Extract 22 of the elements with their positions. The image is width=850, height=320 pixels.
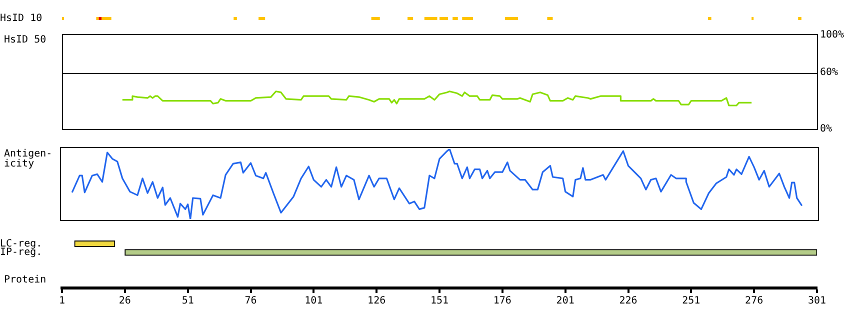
x-tick-label: 76 xyxy=(244,296,257,307)
y-axis-title: Antigen- icity xyxy=(4,148,52,170)
y-tick-label: HsID 10 xyxy=(0,13,42,24)
x-tick-label: 276 xyxy=(745,296,764,307)
y-axis-title: HsID 50 xyxy=(4,34,46,46)
y-tick-label: 0% xyxy=(820,124,832,135)
x-tick-label: 301 xyxy=(808,296,826,307)
x-tick-label: 126 xyxy=(368,296,386,307)
x-tick-label: 151 xyxy=(430,296,449,307)
y-tick-label: LC-reg. xyxy=(0,238,42,250)
y-tick-label: 100% xyxy=(820,30,844,41)
x-axis-title: Protein xyxy=(4,274,46,286)
x-tick-label: 201 xyxy=(556,296,574,307)
x-tick-label: 226 xyxy=(619,296,638,307)
y-tick-label: IP-reg. xyxy=(0,247,42,258)
y-tick-label: 60% xyxy=(820,67,838,78)
x-tick-label: 51 xyxy=(182,296,194,307)
x-tick-label: 251 xyxy=(682,296,700,307)
x-tick-label: 176 xyxy=(493,296,512,307)
x-tick-label: 101 xyxy=(304,296,323,307)
x-tick-label: 1 xyxy=(58,296,66,307)
x-tick-label: 26 xyxy=(118,296,131,307)
